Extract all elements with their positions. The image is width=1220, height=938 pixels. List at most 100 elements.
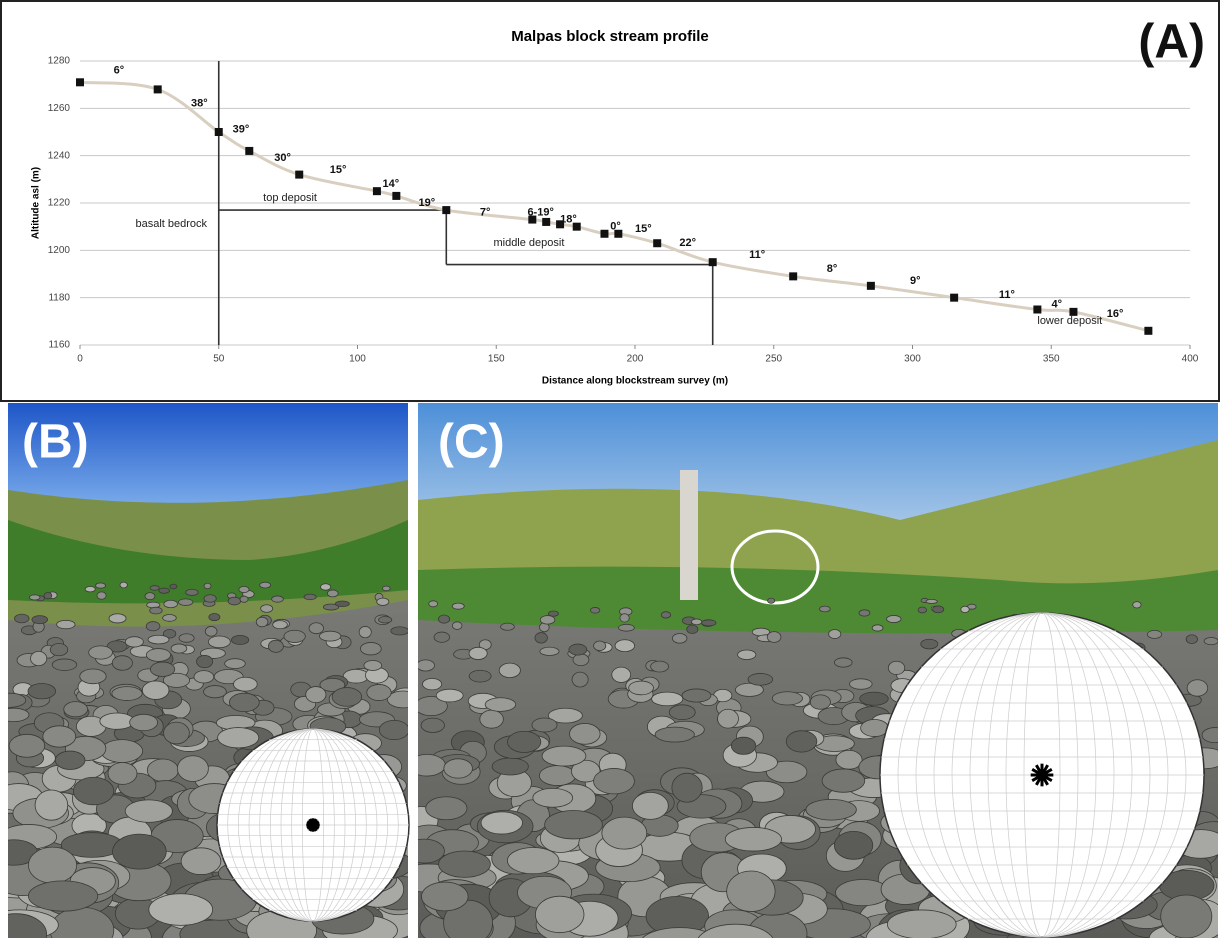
rock bbox=[306, 687, 326, 703]
y-tick-label: 1260 bbox=[48, 103, 71, 114]
rock bbox=[178, 599, 192, 606]
rock bbox=[85, 586, 95, 591]
y-tick-label: 1220 bbox=[48, 198, 71, 209]
rock bbox=[321, 584, 331, 590]
rock bbox=[702, 620, 716, 626]
rock bbox=[229, 693, 259, 711]
rock bbox=[718, 709, 739, 728]
rock bbox=[535, 896, 584, 932]
rock bbox=[1147, 630, 1161, 638]
y-tick-label: 1200 bbox=[48, 245, 71, 256]
survey-point bbox=[245, 147, 253, 155]
rock bbox=[100, 713, 134, 729]
rock bbox=[731, 737, 755, 754]
rock bbox=[360, 642, 381, 655]
x-tick-label: 0 bbox=[77, 354, 83, 365]
rock bbox=[31, 651, 47, 665]
rock bbox=[239, 586, 249, 592]
rock bbox=[28, 683, 56, 698]
rock bbox=[163, 615, 177, 622]
slope-annotation: 0° bbox=[610, 221, 621, 233]
rock bbox=[492, 758, 528, 775]
survey-point bbox=[154, 85, 162, 93]
slope-annotation: 14° bbox=[382, 178, 399, 190]
rock bbox=[240, 596, 248, 602]
rock bbox=[109, 614, 126, 623]
rock bbox=[772, 692, 802, 705]
rock bbox=[542, 746, 586, 766]
panel-label: (B) bbox=[22, 416, 89, 469]
rock bbox=[655, 727, 694, 742]
slope-annotation: 16° bbox=[1107, 308, 1124, 320]
rock bbox=[539, 766, 575, 786]
rock bbox=[29, 595, 40, 600]
rock bbox=[146, 649, 170, 662]
rock bbox=[887, 615, 901, 622]
rock bbox=[32, 616, 48, 624]
region-label: top deposit bbox=[263, 192, 317, 204]
survey-point bbox=[295, 171, 303, 179]
survey-point bbox=[653, 239, 661, 247]
rock bbox=[14, 614, 29, 623]
rock bbox=[194, 671, 214, 683]
rock bbox=[629, 681, 654, 695]
rock bbox=[426, 797, 467, 820]
rock bbox=[209, 614, 220, 621]
rock bbox=[164, 600, 178, 607]
rock bbox=[304, 594, 316, 600]
rock bbox=[533, 788, 573, 807]
survey-point bbox=[215, 128, 223, 136]
region-label: basalt bedrock bbox=[136, 218, 208, 230]
rock bbox=[594, 641, 606, 651]
rock bbox=[80, 669, 106, 684]
rock bbox=[682, 689, 711, 702]
rock bbox=[738, 650, 756, 660]
rock bbox=[619, 624, 635, 631]
survey-point bbox=[392, 192, 400, 200]
figure: Malpas block stream profile1160118012001… bbox=[0, 0, 1220, 938]
rock bbox=[422, 678, 441, 689]
rock bbox=[436, 689, 463, 702]
rock bbox=[687, 625, 698, 633]
rock bbox=[786, 731, 817, 752]
survey-point bbox=[867, 282, 875, 290]
rock bbox=[620, 614, 629, 622]
x-tick-label: 300 bbox=[904, 354, 921, 365]
rock bbox=[96, 583, 106, 588]
rock bbox=[208, 636, 230, 648]
rock bbox=[272, 596, 284, 602]
rock bbox=[417, 660, 435, 671]
rock bbox=[485, 698, 516, 712]
rock bbox=[850, 679, 873, 689]
slope-annotation: 39° bbox=[233, 124, 250, 136]
rock bbox=[196, 655, 212, 667]
rock bbox=[218, 728, 259, 748]
panel-label: (C) bbox=[438, 416, 505, 469]
x-tick-label: 200 bbox=[627, 354, 644, 365]
slope-annotation: 15° bbox=[635, 223, 652, 235]
rock bbox=[44, 592, 52, 598]
slope-annotation: 6° bbox=[114, 64, 125, 76]
rock bbox=[961, 606, 969, 612]
slope-annotation: 30° bbox=[274, 152, 291, 164]
x-tick-label: 250 bbox=[765, 354, 782, 365]
rock bbox=[806, 799, 856, 820]
rock bbox=[43, 726, 76, 747]
rock bbox=[612, 667, 631, 682]
rock bbox=[228, 597, 241, 605]
rock bbox=[767, 632, 781, 643]
survey-point bbox=[442, 206, 450, 214]
rock bbox=[918, 607, 927, 613]
rock bbox=[150, 586, 159, 591]
panel-gap bbox=[408, 403, 418, 938]
slope-annotation: 9° bbox=[910, 275, 921, 287]
rock bbox=[231, 635, 248, 644]
rock bbox=[335, 601, 349, 606]
rock bbox=[97, 592, 106, 599]
rock bbox=[469, 647, 487, 659]
slope-annotation: 11° bbox=[999, 289, 1015, 301]
rock bbox=[727, 871, 775, 912]
rock bbox=[382, 586, 390, 591]
rock bbox=[113, 834, 167, 869]
rock bbox=[452, 622, 462, 630]
